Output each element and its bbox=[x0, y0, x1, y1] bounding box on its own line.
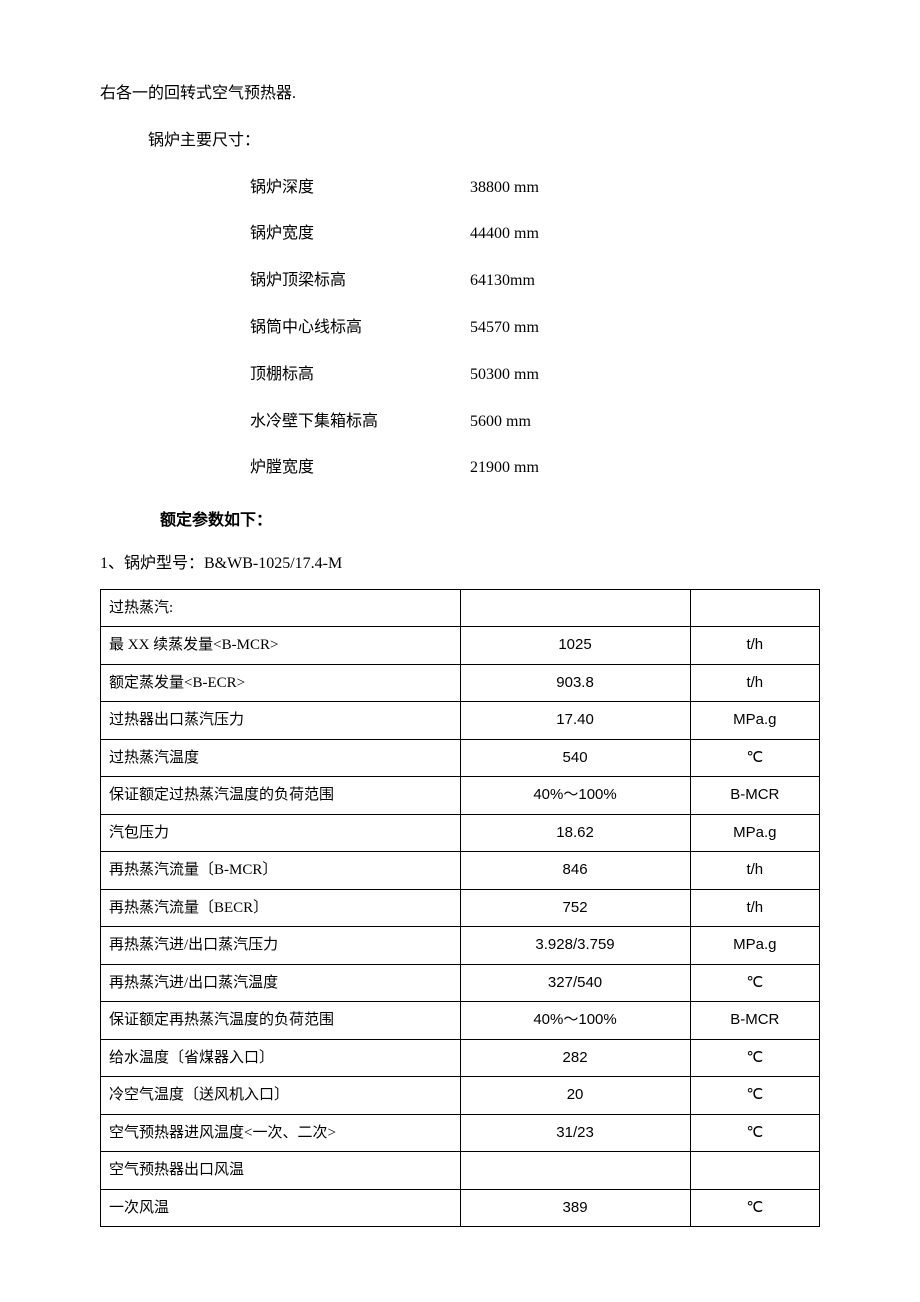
dim-label: 锅炉宽度 bbox=[250, 220, 470, 249]
value-cell bbox=[460, 1152, 690, 1190]
dimensions-title: 锅炉主要尺寸： bbox=[100, 127, 820, 156]
table-row: 汽包压力 18.62 MPa.g bbox=[101, 814, 820, 852]
unit-cell: ℃ bbox=[690, 739, 819, 777]
table-row: 过热蒸汽温度 540 ℃ bbox=[101, 739, 820, 777]
value-cell: 1025 bbox=[460, 627, 690, 665]
param-cell: 汽包压力 bbox=[101, 814, 461, 852]
dim-row: 顶棚标高 50300 mm bbox=[250, 361, 820, 390]
unit-cell: ℃ bbox=[690, 1114, 819, 1152]
param-cell: 再热蒸汽进/出口蒸汽温度 bbox=[101, 964, 461, 1002]
unit-cell: t/h bbox=[690, 852, 819, 890]
param-cell: 一次风温 bbox=[101, 1189, 461, 1227]
table-row: 空气预热器进风温度<一次、二次> 31/23 ℃ bbox=[101, 1114, 820, 1152]
param-cell: 最 XX 续蒸发量<B-MCR> bbox=[101, 627, 461, 665]
value-cell: 17.40 bbox=[460, 702, 690, 740]
param-cell: 额定蒸发量<B-ECR> bbox=[101, 664, 461, 702]
param-cell: 冷空气温度〔送风机入口〕 bbox=[101, 1077, 461, 1115]
table-row: 过热蒸汽: bbox=[101, 589, 820, 627]
table-row: 给水温度〔省煤器入口〕 282 ℃ bbox=[101, 1039, 820, 1077]
param-cell: 过热蒸汽温度 bbox=[101, 739, 461, 777]
dim-value: 21900 mm bbox=[470, 454, 620, 483]
dim-value: 44400 mm bbox=[470, 220, 620, 249]
unit-cell: MPa.g bbox=[690, 814, 819, 852]
table-row: 再热蒸汽流量〔BECR〕 752 t/h bbox=[101, 889, 820, 927]
table-row: 额定蒸发量<B-ECR> 903.8 t/h bbox=[101, 664, 820, 702]
unit-cell: ℃ bbox=[690, 1189, 819, 1227]
dim-row: 锅炉深度 38800 mm bbox=[250, 174, 820, 203]
param-cell: 保证额定过热蒸汽温度的负荷范围 bbox=[101, 777, 461, 815]
dim-label: 水冷壁下集箱标高 bbox=[250, 408, 470, 437]
table-row: 一次风温 389 ℃ bbox=[101, 1189, 820, 1227]
dim-label: 锅炉深度 bbox=[250, 174, 470, 203]
dim-row: 锅筒中心线标高 54570 mm bbox=[250, 314, 820, 343]
value-cell: 3.928/3.759 bbox=[460, 927, 690, 965]
value-cell: 40%～100% bbox=[460, 1002, 690, 1040]
value-cell: 540 bbox=[460, 739, 690, 777]
unit-cell: B-MCR bbox=[690, 777, 819, 815]
table-row: 再热蒸汽进/出口蒸汽压力 3.928/3.759 MPa.g bbox=[101, 927, 820, 965]
table-row: 保证额定再热蒸汽温度的负荷范围 40%～100% B-MCR bbox=[101, 1002, 820, 1040]
value-cell bbox=[460, 589, 690, 627]
table-row: 过热器出口蒸汽压力 17.40 MPa.g bbox=[101, 702, 820, 740]
dimensions-list: 锅炉深度 38800 mm 锅炉宽度 44400 mm 锅炉顶梁标高 64130… bbox=[100, 174, 820, 484]
table-row: 空气预热器出口风温 bbox=[101, 1152, 820, 1190]
value-cell: 389 bbox=[460, 1189, 690, 1227]
dim-label: 锅筒中心线标高 bbox=[250, 314, 470, 343]
param-cell: 过热蒸汽: bbox=[101, 589, 461, 627]
dim-label: 顶棚标高 bbox=[250, 361, 470, 390]
unit-cell: MPa.g bbox=[690, 927, 819, 965]
table-row: 再热蒸汽流量〔B-MCR〕 846 t/h bbox=[101, 852, 820, 890]
param-cell: 过热器出口蒸汽压力 bbox=[101, 702, 461, 740]
params-tbody: 过热蒸汽: 最 XX 续蒸发量<B-MCR> 1025 t/h 额定蒸发量<B-… bbox=[101, 589, 820, 1227]
dim-label: 炉膛宽度 bbox=[250, 454, 470, 483]
unit-cell: B-MCR bbox=[690, 1002, 819, 1040]
unit-cell: ℃ bbox=[690, 1039, 819, 1077]
dim-value: 5600 mm bbox=[470, 408, 620, 437]
table-row: 再热蒸汽进/出口蒸汽温度 327/540 ℃ bbox=[101, 964, 820, 1002]
dim-value: 64130mm bbox=[470, 267, 620, 296]
param-cell: 空气预热器出口风温 bbox=[101, 1152, 461, 1190]
value-cell: 18.62 bbox=[460, 814, 690, 852]
unit-cell: ℃ bbox=[690, 964, 819, 1002]
intro-line: 右各一的回转式空气预热器. bbox=[100, 80, 820, 109]
value-cell: 903.8 bbox=[460, 664, 690, 702]
dim-value: 38800 mm bbox=[470, 174, 620, 203]
value-cell: 282 bbox=[460, 1039, 690, 1077]
param-cell: 再热蒸汽流量〔B-MCR〕 bbox=[101, 852, 461, 890]
dim-row: 水冷壁下集箱标高 5600 mm bbox=[250, 408, 820, 437]
unit-cell: t/h bbox=[690, 627, 819, 665]
dim-label: 锅炉顶梁标高 bbox=[250, 267, 470, 296]
param-cell: 再热蒸汽流量〔BECR〕 bbox=[101, 889, 461, 927]
param-cell: 保证额定再热蒸汽温度的负荷范围 bbox=[101, 1002, 461, 1040]
table-row: 冷空气温度〔送风机入口〕 20 ℃ bbox=[101, 1077, 820, 1115]
unit-cell: ℃ bbox=[690, 1077, 819, 1115]
param-cell: 空气预热器进风温度<一次、二次> bbox=[101, 1114, 461, 1152]
model-line: 1、锅炉型号：B&WB-1025/17.4-M bbox=[100, 550, 820, 579]
value-cell: 846 bbox=[460, 852, 690, 890]
param-cell: 再热蒸汽进/出口蒸汽压力 bbox=[101, 927, 461, 965]
params-title: 额定参数如下： bbox=[100, 507, 820, 536]
unit-cell: MPa.g bbox=[690, 702, 819, 740]
dim-row: 锅炉顶梁标高 64130mm bbox=[250, 267, 820, 296]
unit-cell: t/h bbox=[690, 889, 819, 927]
value-cell: 40%～100% bbox=[460, 777, 690, 815]
unit-cell bbox=[690, 589, 819, 627]
table-row: 最 XX 续蒸发量<B-MCR> 1025 t/h bbox=[101, 627, 820, 665]
unit-cell bbox=[690, 1152, 819, 1190]
param-cell: 给水温度〔省煤器入口〕 bbox=[101, 1039, 461, 1077]
unit-cell: t/h bbox=[690, 664, 819, 702]
table-row: 保证额定过热蒸汽温度的负荷范围 40%～100% B-MCR bbox=[101, 777, 820, 815]
value-cell: 752 bbox=[460, 889, 690, 927]
dim-row: 炉膛宽度 21900 mm bbox=[250, 454, 820, 483]
params-table: 过热蒸汽: 最 XX 续蒸发量<B-MCR> 1025 t/h 额定蒸发量<B-… bbox=[100, 589, 820, 1228]
dim-value: 54570 mm bbox=[470, 314, 620, 343]
dim-value: 50300 mm bbox=[470, 361, 620, 390]
value-cell: 327/540 bbox=[460, 964, 690, 1002]
dim-row: 锅炉宽度 44400 mm bbox=[250, 220, 820, 249]
value-cell: 20 bbox=[460, 1077, 690, 1115]
value-cell: 31/23 bbox=[460, 1114, 690, 1152]
